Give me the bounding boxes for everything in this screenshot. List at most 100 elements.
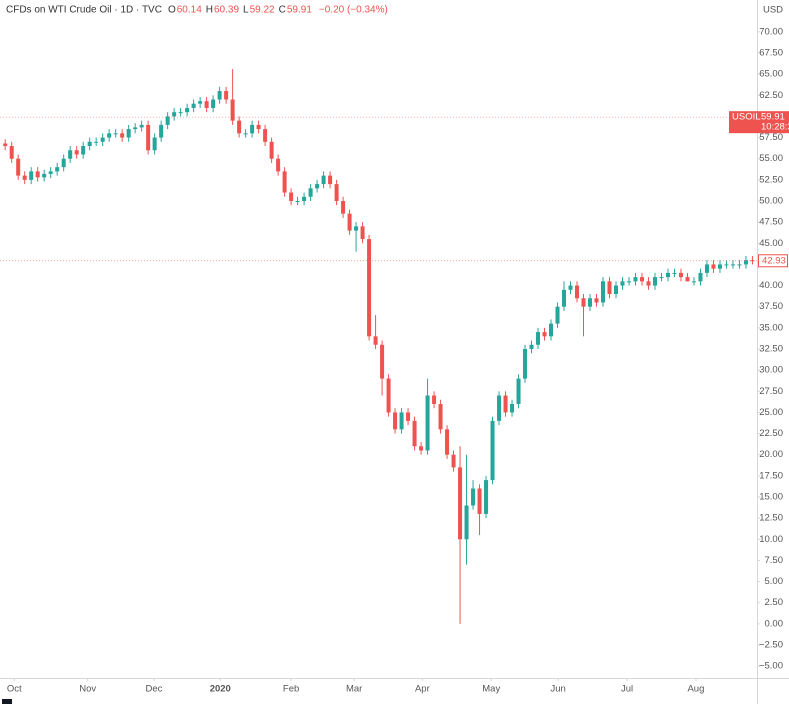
y-tick-label: 50.00 bbox=[759, 196, 783, 207]
candle-body bbox=[750, 260, 755, 262]
candle-body bbox=[516, 378, 521, 404]
candle-body bbox=[419, 446, 424, 451]
axis-title: USD bbox=[763, 5, 783, 16]
price-tag-value: 42.93 bbox=[762, 255, 786, 266]
candle-body bbox=[659, 277, 664, 279]
x-tick-label: Nov bbox=[79, 684, 96, 695]
price-tag bbox=[729, 111, 789, 134]
candle-body bbox=[68, 150, 73, 159]
candle-body bbox=[217, 91, 222, 100]
x-tick-label: Feb bbox=[283, 684, 299, 695]
candle-body bbox=[204, 101, 209, 108]
y-tick-label: −2.50 bbox=[759, 640, 783, 651]
ohlc-label: H bbox=[206, 5, 213, 16]
logo bbox=[2, 699, 12, 704]
y-tick-label: 22.50 bbox=[759, 428, 783, 439]
y-tick-label: 47.50 bbox=[759, 217, 783, 228]
candle-body bbox=[55, 167, 60, 172]
candle-body bbox=[555, 306, 560, 324]
candle-body bbox=[549, 323, 554, 337]
candle-body bbox=[308, 188, 313, 197]
candle-body bbox=[600, 281, 606, 303]
candle-body bbox=[139, 124, 144, 128]
candle-body bbox=[87, 141, 92, 147]
candle-body bbox=[22, 175, 27, 180]
candle-body bbox=[9, 146, 14, 159]
candle-body bbox=[386, 378, 391, 413]
candle-body bbox=[497, 395, 502, 421]
candle-body bbox=[198, 101, 203, 104]
candle-body bbox=[146, 124, 151, 151]
candle-body bbox=[704, 264, 709, 273]
candle-body bbox=[211, 99, 216, 108]
x-tick-label: Dec bbox=[146, 684, 163, 695]
candle-body bbox=[373, 336, 378, 345]
candle-body bbox=[717, 264, 722, 269]
candle-body bbox=[529, 344, 534, 349]
candle-body bbox=[581, 298, 586, 307]
candle-body bbox=[243, 133, 248, 135]
candle-body bbox=[74, 150, 79, 155]
legend-header: CFDs on WTI Crude Oil · 1D · TVC O 60.14 H… bbox=[6, 5, 388, 16]
candle-body bbox=[464, 505, 469, 540]
y-tick-label: 12.50 bbox=[759, 513, 783, 524]
candle-body bbox=[399, 412, 404, 430]
y-tick-label: 7.50 bbox=[765, 555, 784, 566]
candle-body bbox=[126, 129, 131, 138]
candle-body bbox=[152, 137, 157, 151]
ohlc-label: O bbox=[168, 5, 176, 16]
y-tick-label: 45.00 bbox=[759, 238, 783, 249]
y-tick-label: 20.00 bbox=[759, 449, 783, 460]
candle-body bbox=[698, 272, 703, 282]
candle-body bbox=[445, 429, 450, 455]
candle-body bbox=[172, 112, 177, 117]
candle-body bbox=[685, 277, 690, 282]
candle-body bbox=[159, 124, 164, 138]
candle-body bbox=[282, 171, 287, 193]
candle-body bbox=[490, 420, 495, 481]
y-tick-label: 55.00 bbox=[759, 153, 783, 164]
candle-body bbox=[302, 196, 307, 201]
candle-body bbox=[672, 272, 677, 274]
candle-body bbox=[561, 289, 567, 307]
candle-body bbox=[289, 192, 294, 201]
candle-body bbox=[269, 141, 274, 159]
y-tick-label: 65.00 bbox=[759, 69, 783, 80]
ohlc-label: C bbox=[279, 5, 286, 16]
candle-body bbox=[3, 143, 8, 147]
candle-body bbox=[406, 412, 411, 421]
x-tick-label: Oct bbox=[7, 684, 22, 695]
candle-body bbox=[42, 173, 47, 178]
candles bbox=[3, 69, 755, 624]
candle-body bbox=[432, 395, 437, 404]
candle-body bbox=[256, 124, 261, 130]
x-tick-label: Mar bbox=[346, 684, 362, 695]
candle-body bbox=[35, 171, 40, 178]
candle-body bbox=[451, 454, 456, 468]
price-tag-countdown: 10:28:3 bbox=[761, 122, 789, 133]
candle-body bbox=[633, 277, 638, 282]
y-tick-label: 15.00 bbox=[759, 492, 783, 503]
y-tick-label: 25.00 bbox=[759, 407, 783, 418]
y-tick-label: 0.00 bbox=[765, 618, 784, 629]
candle-body bbox=[613, 285, 619, 295]
ohlc-value: 60.14 bbox=[177, 5, 202, 16]
candle-body bbox=[29, 171, 34, 180]
y-tick-label: 35.00 bbox=[759, 322, 783, 333]
candle-body bbox=[380, 344, 385, 379]
candle-body bbox=[711, 264, 716, 269]
candle-body bbox=[354, 226, 359, 231]
symbol: CFDs on WTI Crude Oil · 1D · TVC bbox=[6, 5, 162, 16]
y-tick-label: 32.50 bbox=[759, 344, 783, 355]
y-tick-label: 52.50 bbox=[759, 174, 783, 185]
candle-body bbox=[113, 133, 118, 135]
ohlc-value: 60.39 bbox=[214, 5, 239, 16]
candle-body bbox=[458, 467, 463, 540]
candle-body bbox=[523, 349, 528, 379]
candle-body bbox=[594, 298, 599, 303]
candle-body bbox=[678, 272, 683, 278]
candle-body bbox=[230, 99, 235, 121]
ohlc-value: −0.20 (−0.34%) bbox=[319, 5, 388, 16]
candle-body bbox=[652, 277, 657, 286]
candle-body bbox=[503, 395, 508, 413]
